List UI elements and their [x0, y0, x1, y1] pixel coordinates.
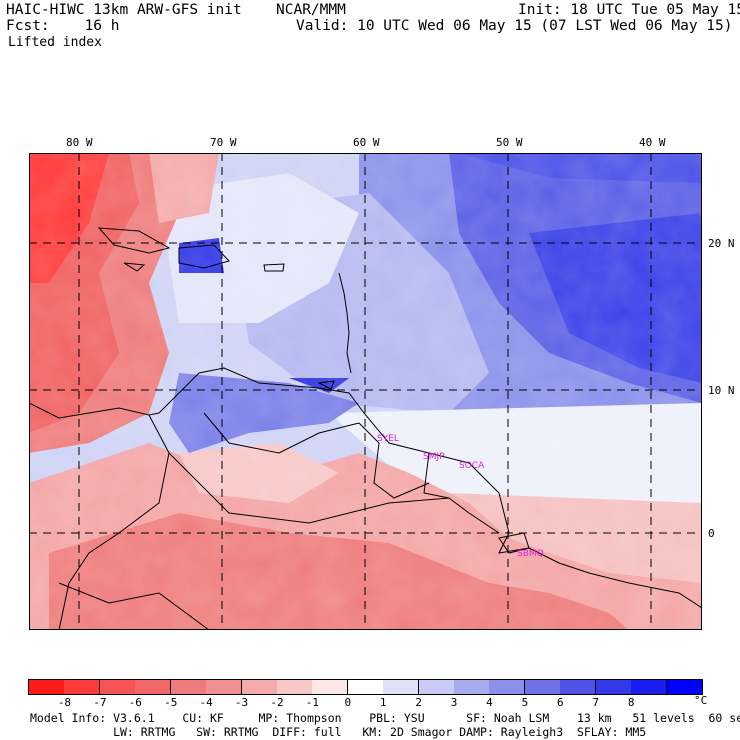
colorbar-tick-label: 6 [557, 696, 564, 709]
colorbar [28, 679, 703, 695]
colorbar-segment [666, 680, 703, 694]
lat-label-10n: 10 N [708, 384, 735, 397]
model-title: HAIC-HIWC 13km ARW-GFS init [6, 2, 242, 18]
colorbar-segment [170, 680, 207, 694]
coast-trinidad [317, 380, 335, 390]
coast-central-america [29, 402, 160, 419]
coast-marajo [498, 532, 530, 554]
station-sbmq: SBMQ [517, 549, 544, 559]
lon-label-40w: 40 W [639, 136, 666, 149]
lat-label-eq: 0 [708, 527, 715, 540]
colorbar-segment [418, 680, 455, 694]
station-soca: SOCA [459, 461, 485, 471]
colorbar-segment [347, 680, 384, 694]
border-suriname [423, 452, 450, 499]
colorbar-segment [595, 680, 632, 694]
coast-jamaica [123, 262, 146, 272]
forecast-hour: Fcst: 16 h [6, 18, 120, 34]
colorbar-segment [454, 680, 491, 694]
colorbar-tick-label: -4 [199, 696, 213, 709]
colorbar-tick-label: 1 [379, 696, 387, 709]
colorbar-segment [64, 680, 101, 694]
field-name: Lifted index [8, 35, 102, 50]
colorbar-segment [99, 680, 136, 694]
coast-south-america [158, 367, 702, 609]
colorbar-segment [276, 680, 313, 694]
colorbar-segment [524, 680, 561, 694]
station-syel: SYEL [377, 434, 399, 444]
colorbar-tick-label: 5 [521, 696, 529, 709]
coast-puerto-rico [263, 263, 285, 272]
lifted-index-map: SYEL SMJP SOCA SBMQ [29, 153, 702, 630]
lon-label-60w: 60 W [353, 136, 380, 149]
colorbar-segment [29, 680, 65, 694]
colorbar-tick-label: -8 [57, 696, 72, 709]
coast-hispaniola [178, 244, 230, 269]
colorbar-segment [312, 680, 349, 694]
colorbar-tick-label: -6 [128, 696, 142, 709]
init-time: Init: 18 UTC Tue 05 May 15 [518, 2, 740, 18]
org-label: NCAR/MMM [276, 2, 346, 18]
colorbar-tick-label: 3 [450, 696, 458, 709]
colorbar-segment [206, 680, 243, 694]
colorbar-unit: °C [694, 694, 708, 707]
colorbar-tick-label: 8 [627, 696, 635, 709]
colorbar-segment [489, 680, 526, 694]
coast-cuba [97, 227, 171, 254]
station-smjp: SMJP [423, 452, 445, 462]
border-peru [58, 582, 210, 630]
border-brazil [168, 452, 500, 534]
border-venezuela [203, 412, 360, 454]
valid-time: Valid: 10 UTC Wed 06 May 15 (07 LST Wed … [296, 18, 733, 34]
lon-label-70w: 70 W [210, 136, 237, 149]
lon-label-50w: 50 W [496, 136, 523, 149]
colorbar-tick-label: 7 [592, 696, 600, 709]
colorbar-tick-label: -1 [305, 696, 320, 709]
model-info-line1: Model Info: V3.6.1 CU: KF MP: Thompson P… [30, 711, 740, 725]
colorbar-tick-label: 0 [344, 696, 352, 709]
colorbar-segment [631, 680, 668, 694]
colorbar-tick-label: 4 [486, 696, 493, 709]
colorbar-segment [560, 680, 597, 694]
colorbar-tick-label: -7 [93, 696, 107, 709]
border-guyana [358, 422, 430, 499]
map-frame [29, 153, 702, 630]
colorbar-segment [241, 680, 278, 694]
model-info-line2: LW: RRTMG SW: RRTMG DIFF: full KM: 2D Sm… [30, 725, 647, 739]
colorbar-tick-label: -5 [164, 696, 178, 709]
colorbar-tick-label: -3 [234, 696, 249, 709]
colorbar-tick-label: -2 [270, 696, 284, 709]
coast-lesser-antilles [338, 272, 352, 374]
lon-label-80w: 80 W [66, 136, 93, 149]
lat-label-20n: 20 N [708, 237, 735, 250]
colorbar-tick-label: 2 [415, 696, 422, 709]
colorbar-segment [383, 680, 420, 694]
colorbar-segment [135, 680, 172, 694]
